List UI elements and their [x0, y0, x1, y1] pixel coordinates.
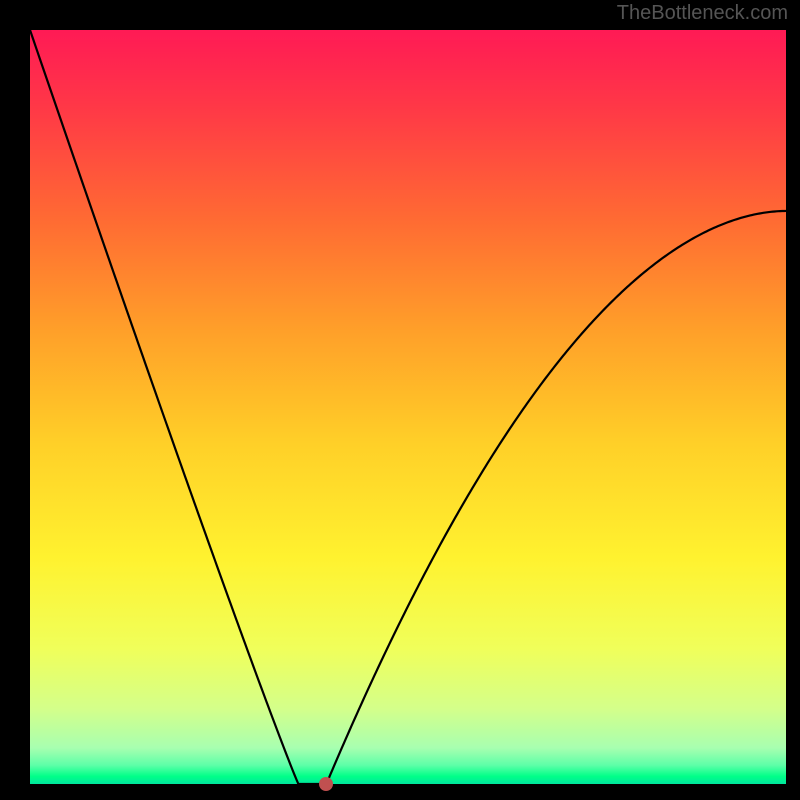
minimum-point-marker — [319, 777, 333, 791]
plot-area — [30, 30, 786, 784]
watermark-text: TheBottleneck.com — [617, 2, 788, 25]
bottleneck-curve — [30, 30, 786, 784]
curve-svg — [30, 30, 786, 784]
